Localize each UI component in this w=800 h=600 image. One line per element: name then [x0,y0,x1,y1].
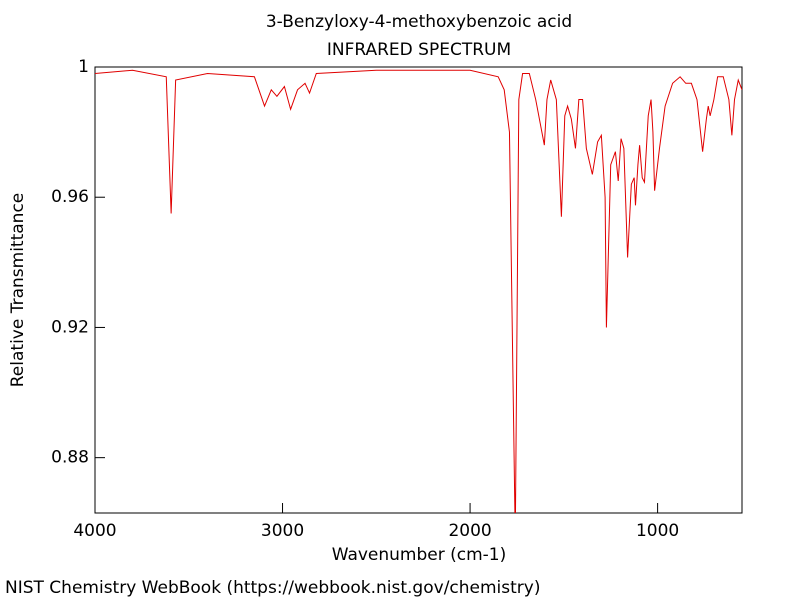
plot-frame [94,66,743,514]
x-tick-label: 1000 [636,521,679,541]
y-tick-label: 0.96 [51,187,89,207]
y-axis-label: Relative Transmittance [8,193,28,388]
spectrum-line [95,69,742,513]
x-tick-label: 2000 [448,521,491,541]
x-tick-label: 4000 [73,521,116,541]
x-tick-label: 3000 [261,521,304,541]
footer: NIST Chemistry WebBook (https://webbook.… [5,578,540,598]
chart-title: 3-Benzyloxy-4-methoxybenzoic acid [266,12,572,32]
y-tick-label: 0.88 [51,448,89,468]
chart-subtitle: INFRARED SPECTRUM [327,40,511,60]
y-tick-label: 1 [78,57,89,77]
y-tick-label: 0.92 [51,317,89,337]
x-axis-label: Wavenumber (cm-1) [332,545,507,565]
